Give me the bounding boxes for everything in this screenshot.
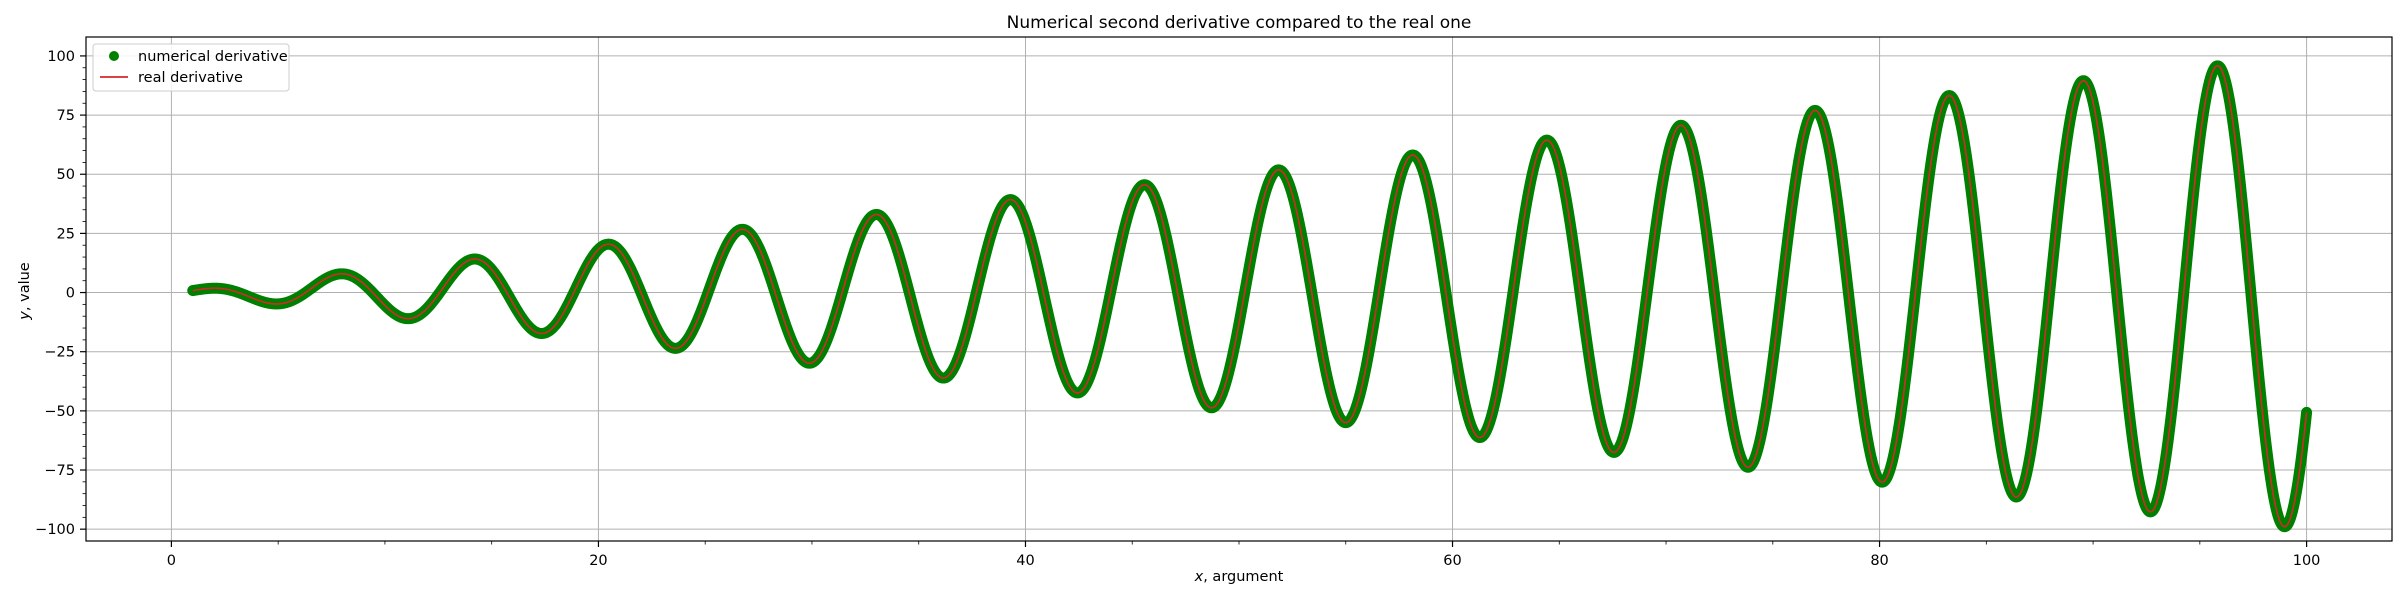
y-tick-label: 50	[57, 167, 75, 183]
y-tick-label: −75	[44, 463, 75, 479]
x-tick-label: 80	[1870, 553, 1888, 569]
legend-numerical-label: numerical derivative	[138, 49, 288, 65]
x-axis-label: x, argument	[1194, 569, 1284, 585]
grid	[86, 37, 2392, 541]
real-derivative-series	[192, 65, 2308, 528]
y-tick-label: −50	[44, 404, 75, 420]
y-tick-label: −25	[44, 345, 75, 361]
legend: numerical derivative real derivative	[92, 43, 290, 92]
x-tick-label: 0	[167, 553, 176, 569]
y-tick-label: 0	[66, 286, 75, 302]
x-tick-label: 60	[1443, 553, 1461, 569]
y-tick-label: 100	[47, 49, 75, 65]
legend-numerical-marker	[109, 51, 119, 61]
y-axis-var: y	[17, 311, 33, 321]
x-tick-label: 100	[2293, 553, 2321, 569]
legend-box	[92, 43, 290, 92]
plot-area	[187, 60, 2313, 533]
y-axis-label-rest: , value	[17, 262, 33, 311]
x-axis-label-rest: , argument	[1203, 569, 1283, 585]
y-tick-label: −100	[35, 522, 75, 538]
x-axis-var: x	[1194, 569, 1204, 585]
y-tick-label: 25	[57, 226, 75, 242]
chart-title: Numerical second derivative compared to …	[1007, 13, 1472, 33]
y-axis-label: y, value	[17, 262, 33, 320]
legend-real-label: real derivative	[138, 70, 243, 86]
axis-ticks: 0 20 40 60 80 100 −100 −75 −50 −25 0 25 50 75 100	[35, 49, 2320, 569]
x-tick-label: 40	[1016, 553, 1034, 569]
y-tick-label: 75	[57, 108, 75, 124]
x-tick-label: 20	[589, 553, 607, 569]
